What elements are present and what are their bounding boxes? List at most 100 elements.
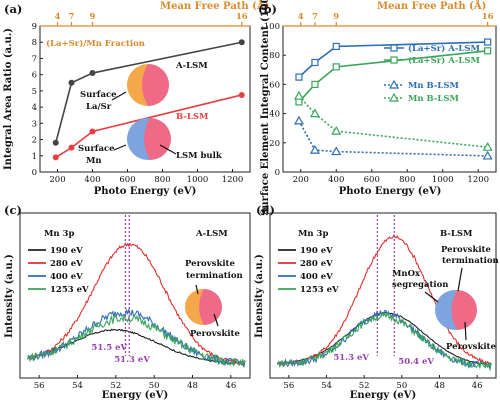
- panel-d-legend-label: 1253 eV: [300, 285, 339, 295]
- panel-b-ylabel: Surface Element Integral Content (100%): [260, 0, 271, 216]
- panel-a-series-line: [55, 94, 242, 159]
- panel-c-legend-label: 400 eV: [50, 272, 83, 282]
- panel-a-arrow-1: [111, 91, 127, 101]
- panel-b: (b) Mean Free Path (Å) 200 400 600 800 1000 1…: [258, 0, 497, 216]
- panel-d-frame: [269, 212, 497, 379]
- panel-a-data-point: [68, 79, 75, 86]
- panel-d-xlabel: Energy (eV): [350, 390, 416, 401]
- panel-a-arrow-3: [159, 144, 177, 155]
- panel-b-data-point: [331, 146, 342, 156]
- panel-b-xtick-label: 200: [293, 175, 309, 185]
- panel-b-data-point: [482, 141, 493, 151]
- panel-a-xtick-label: 1200: [222, 175, 244, 185]
- panel-a-top-tick-label: 16: [236, 12, 248, 22]
- panel-b-data-point: [331, 125, 342, 135]
- panel-d-ylabel: Intensity (a.u.): [254, 254, 265, 338]
- panel-b-xtick-label: 1200: [467, 175, 489, 185]
- panel-d-letter: (d): [256, 203, 275, 217]
- panel-b-top-tick-label: 7: [312, 12, 318, 22]
- panel-b-ytick-label: 80: [269, 51, 280, 61]
- panel-a-ytick-label: 3: [32, 119, 37, 129]
- panel-c-spectrum-line: [27, 307, 246, 368]
- panel-d-xtick-label: 50: [396, 381, 407, 391]
- panel-b-top-tick-label: 4: [298, 12, 304, 22]
- panel-c-peak-label-2: 51.3 eV: [114, 355, 150, 365]
- panel-a-series-label-b: B-LSM: [176, 112, 209, 122]
- panel-d-xtick-label: 48: [434, 381, 445, 391]
- panel-a-data-point: [89, 70, 96, 77]
- panel-c-arrow-1: [195, 284, 199, 295]
- panel-a-top-tick-label: 4: [55, 12, 61, 22]
- panel-b-data-point: [293, 90, 305, 100]
- panel-c-particle: [185, 289, 222, 325]
- panel-a-xtick-label: 400: [84, 175, 100, 185]
- panel-a-xtick-label: 600: [119, 175, 135, 185]
- panel-a-data-point: [52, 154, 59, 161]
- panel-b-ytick-label: 60: [269, 80, 280, 90]
- panel-b-data-point: [309, 108, 320, 118]
- panel-d-arrow-1: [457, 267, 463, 292]
- panel-b-legend-marker: [390, 44, 398, 52]
- panel-c-spectrum-line: [27, 314, 246, 367]
- panel-a-arrow-2: [113, 144, 127, 151]
- panel-b-xlabel: Photo Energy (eV): [339, 186, 442, 197]
- panel-a-xlabel: Photo Energy (eV): [94, 186, 197, 197]
- panel-c-term-label-2: termination: [186, 271, 243, 281]
- panel-c-bulk-label: Perovskite: [190, 329, 240, 339]
- panel-a-ytick-label: 1: [32, 152, 37, 162]
- panel-b-xtick-label: 600: [364, 175, 380, 185]
- panel-a-data-point: [52, 139, 59, 146]
- panel-b-data-point: [293, 115, 305, 125]
- panel-d-xtick-label: 46: [472, 381, 483, 391]
- panel-c-spectrum-line: [27, 242, 246, 366]
- panel-b-legend-label: (La+Sr) A-LSM: [408, 43, 480, 54]
- panel-a-particle-blue: [127, 118, 171, 160]
- panel-c-xtick-label: 54: [72, 381, 83, 391]
- panel-a-fraction-label: (La+Sr)/Mn Fraction: [46, 38, 145, 49]
- panel-a-xtick-label: 800: [154, 175, 170, 185]
- panel-b-legend-label: (La+Sr) A-LSM: [408, 55, 480, 66]
- panel-d-xtick-label: 52: [359, 381, 370, 391]
- panel-d-legend-label: 190 eV: [300, 246, 333, 256]
- panel-b-ytick-label: 100: [264, 22, 280, 32]
- panel-a-letter: (a): [4, 2, 22, 16]
- panel-b-legend-marker: [390, 56, 398, 64]
- panel-d-seg-label-1: MnOx: [392, 269, 421, 279]
- panel-c-ylabel: Intensity (a.u.): [4, 254, 15, 338]
- panel-c: (c) 56 54 52 50 48 46 190 eV 280 eV 400 eV 1253 e…: [4, 203, 251, 401]
- panel-a-data-point: [238, 91, 245, 98]
- panel-b-data-point: [484, 38, 492, 46]
- panel-b-legend-marker: [388, 79, 400, 89]
- panel-d-xtick-label: 54: [321, 381, 332, 391]
- panel-b-series-line: [298, 50, 488, 103]
- panel-d-term-label-2: termination: [442, 256, 499, 266]
- panel-d-peak-label-1: 51.3 eV: [333, 353, 369, 363]
- panel-d-peak-label-2: 50.4 eV: [398, 357, 434, 367]
- panel-c-letter: (c): [4, 203, 22, 217]
- panel-c-legend-label: 280 eV: [50, 259, 83, 269]
- panel-b-ytick-label: 40: [269, 110, 280, 120]
- panel-b-data-point: [309, 144, 320, 154]
- panel-b-ytick-label: 0: [275, 168, 280, 178]
- panel-d-arrow-2: [424, 291, 439, 303]
- panel-d-spectrum-line: [276, 309, 492, 372]
- panel-a-data-point: [238, 39, 245, 46]
- panel-a-mn-label: Mn: [86, 156, 102, 166]
- panel-a-ytick-label: 5: [32, 87, 37, 97]
- panel-a-ytick-label: 9: [32, 22, 37, 32]
- panel-c-arrow-2: [213, 313, 219, 327]
- panel-a-surface-label-2: Surface: [78, 144, 115, 154]
- panel-b-data-point: [311, 80, 319, 89]
- panel-a-lasr-label: La/Sr: [86, 102, 112, 112]
- panel-b-top-axis-title: Mean Free Path (Å): [377, 0, 486, 12]
- panel-c-legend-label: 190 eV: [50, 246, 83, 256]
- panel-a-top-tick-label: 7: [69, 12, 75, 22]
- panel-b-series-line: [298, 120, 488, 157]
- panel-c-xtick-label: 46: [225, 381, 236, 391]
- panel-a-ytick-label: 2: [32, 136, 37, 146]
- panel-c-element-label: Mn 3p: [44, 229, 74, 239]
- panel-a-xtick-label: 200: [49, 175, 65, 185]
- panel-d-spectrum-line: [277, 311, 492, 369]
- panel-b-top-tick-label: 16: [482, 12, 494, 22]
- panel-a-data-point: [89, 128, 96, 135]
